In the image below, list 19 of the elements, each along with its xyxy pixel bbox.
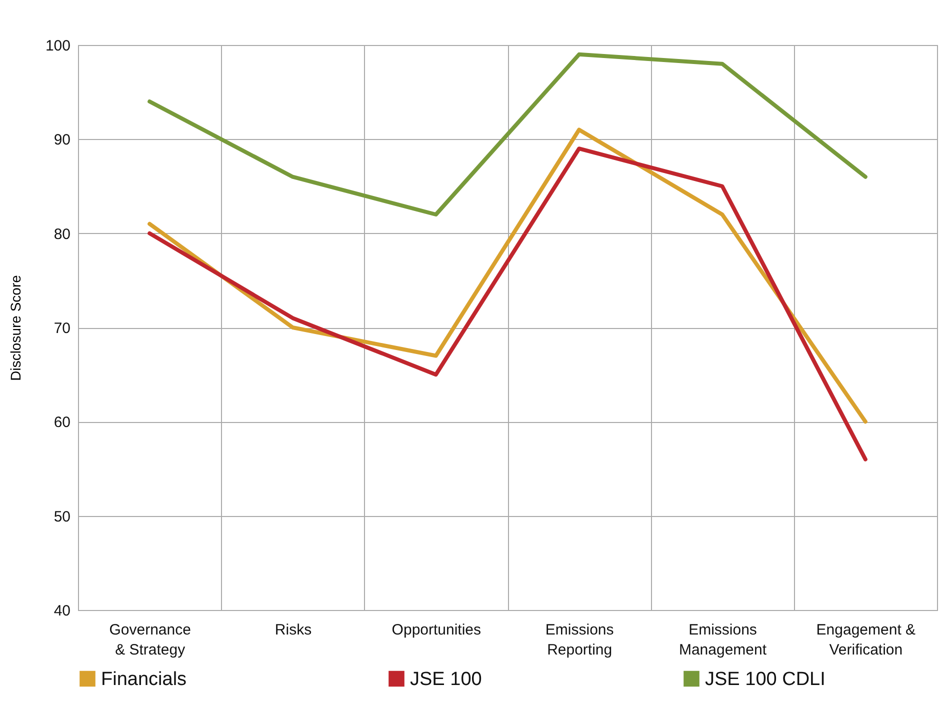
- y-tick-label: 60: [54, 414, 70, 432]
- legend-label: JSE 100: [410, 668, 482, 690]
- x-tick-label: Emissions Reporting: [545, 622, 614, 658]
- x-tick-label: Opportunities: [392, 622, 482, 638]
- line-series: [148, 52, 868, 216]
- x-tick-label: Emissions Management: [678, 622, 768, 658]
- y-tick-label: 70: [54, 320, 70, 337]
- y-tick-label: 50: [54, 508, 70, 526]
- x-tick-label: Engagement & Verification: [816, 622, 916, 658]
- x-tick-label: Risks: [274, 622, 312, 638]
- legend-label: JSE 100 CDLI: [705, 668, 826, 690]
- y-tick-label: 80: [54, 226, 70, 243]
- line-series: [148, 146, 868, 462]
- x-tick-label: Governance & Strategy: [109, 622, 191, 658]
- y-tick-label: 100: [45, 38, 70, 54]
- legend-label: Financials: [101, 668, 187, 690]
- y-axis-title: Disclosure Score: [7, 274, 24, 381]
- y-tick-label: 90: [54, 132, 70, 149]
- y-tick-label: 40: [54, 602, 70, 620]
